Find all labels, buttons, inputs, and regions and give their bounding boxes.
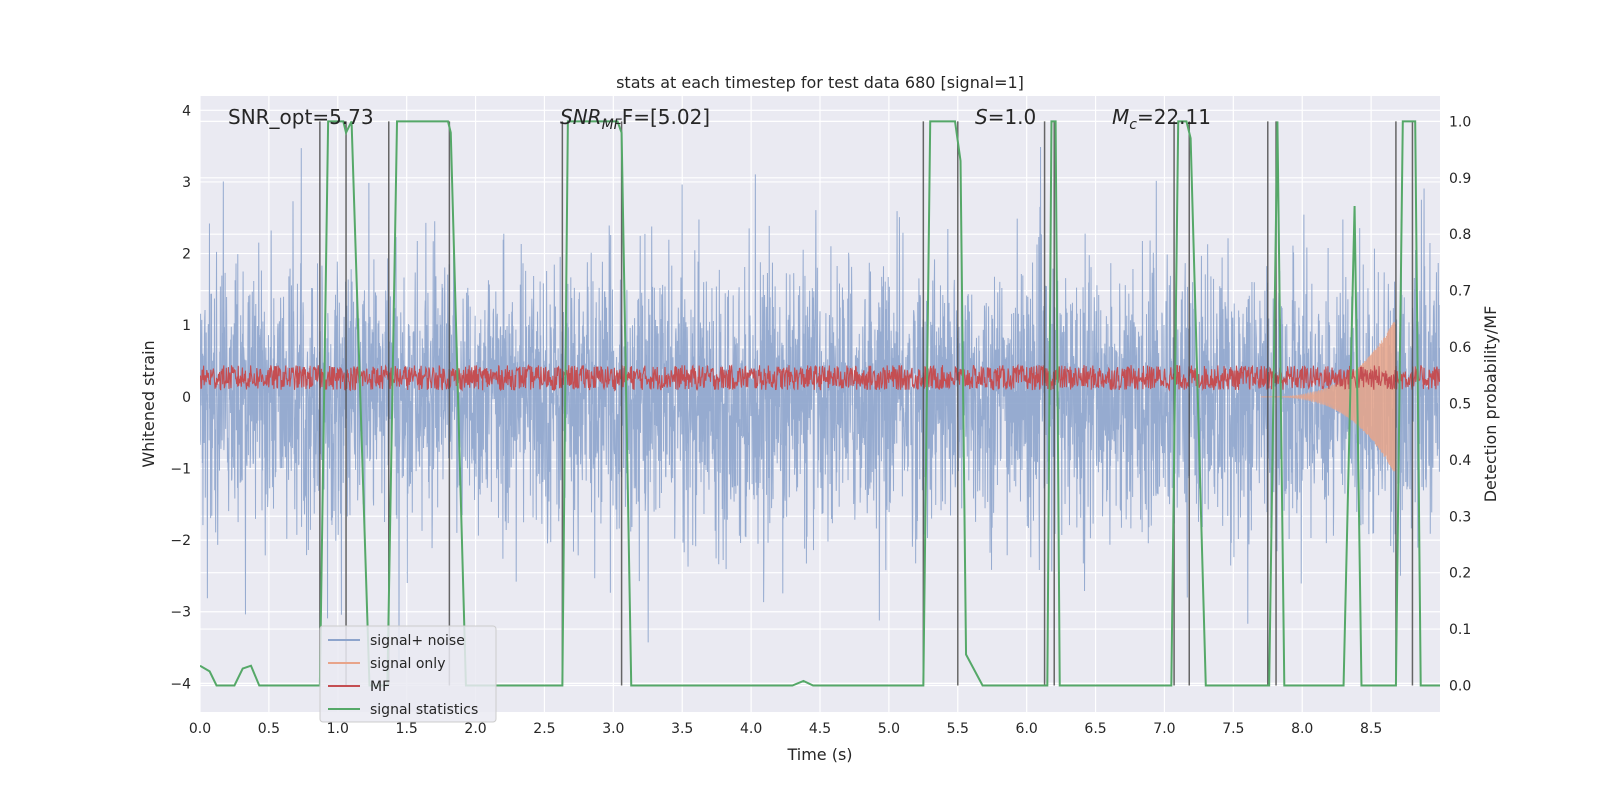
y2-tick-labels: 1.0 0.9 0.8 0.7 0.6 0.5 0.4 0.3 0.2 0.1 0.0 [1449, 114, 1471, 694]
series-mf [200, 363, 1440, 392]
series-signal-statistics [200, 120, 1440, 687]
series-signal-only [1260, 322, 1397, 472]
legend-label-mf: MF [370, 679, 390, 695]
annotation-s: S=1.0 [975, 105, 1036, 129]
x-tick-label: 1.5 [396, 721, 418, 737]
y2-tick-label: 0.7 [1449, 284, 1471, 300]
y-tick-label: 4 [182, 103, 191, 119]
y-tick-labels: 4 3 2 1 0 −1 −2 −3 −4 [170, 103, 191, 692]
y-tick-label: 0 [182, 390, 191, 406]
y-tick-label: −2 [170, 533, 191, 549]
x-tick-label: 5.5 [947, 721, 969, 737]
legend-label-signal-only: signal only [370, 656, 445, 672]
x-tick-label: 8.0 [1291, 721, 1313, 737]
x-tick-label: 0.0 [189, 721, 211, 737]
x-tick-label: 6.0 [1016, 721, 1038, 737]
y2-tick-label: 0.3 [1449, 509, 1471, 525]
y2-tick-label: 0.5 [1449, 396, 1471, 412]
x-tick-labels: 0.0 0.5 1.0 1.5 2.0 2.5 3.0 3.5 4.0 4.5 5.0 5.5 6.0 6… [189, 721, 1382, 737]
x-axis-label: Time (s) [786, 745, 852, 764]
annotation-snr-opt: SNR_opt=5.73 [228, 105, 374, 129]
x-tick-label: 6.5 [1084, 721, 1106, 737]
legend-label-signal-statistics: signal statistics [370, 702, 478, 718]
legend-label-signal-noise: signal+ noise [370, 633, 465, 649]
legend-box [319, 625, 497, 723]
y-tick-label: −3 [170, 605, 191, 621]
y-tick-label: −1 [170, 461, 191, 477]
x-tick-label: 7.5 [1222, 721, 1244, 737]
x-tick-label: 4.5 [809, 721, 831, 737]
x-tick-label: 2.0 [464, 721, 486, 737]
y2-tick-label: 0.8 [1449, 227, 1471, 243]
x-tick-label: 8.5 [1360, 721, 1382, 737]
y2-axis-label: Detection probability/MF [1481, 306, 1500, 503]
chart-title: stats at each timestep for test data 680… [616, 73, 1024, 92]
annotation-snr-mf: SNRMFF=[5.02] [560, 105, 710, 133]
annotation-mc: Mc=22.11 [1112, 105, 1211, 133]
x-tick-label: 4.0 [740, 721, 762, 737]
y2-tick-label: 0.2 [1449, 566, 1471, 582]
y2-tick-label: 0.1 [1449, 622, 1471, 638]
y-tick-label: 3 [182, 175, 191, 191]
y2-tick-label: 0.0 [1449, 678, 1471, 694]
y-tick-label: 1 [182, 318, 191, 334]
x-tick-label: 3.5 [671, 721, 693, 737]
x-tick-label: 7.0 [1153, 721, 1175, 737]
y2-tick-label: 0.9 [1449, 171, 1471, 187]
x-tick-label: 3.0 [602, 721, 624, 737]
x-tick-label: 1.0 [327, 721, 349, 737]
legend: signal+ noise signal only MF signal stat… [319, 625, 497, 723]
y2-tick-label: 0.4 [1449, 453, 1471, 469]
y-axis-label: Whitened strain [139, 340, 158, 467]
y-tick-label: −4 [170, 676, 191, 692]
y-tick-label: 2 [182, 247, 191, 263]
x-tick-label: 0.5 [258, 721, 280, 737]
x-tick-label: 5.0 [878, 721, 900, 737]
y2-tick-label: 1.0 [1449, 114, 1471, 130]
series-layer [200, 120, 1440, 687]
x-tick-label: 2.5 [533, 721, 555, 737]
y2-tick-label: 0.6 [1449, 340, 1471, 356]
